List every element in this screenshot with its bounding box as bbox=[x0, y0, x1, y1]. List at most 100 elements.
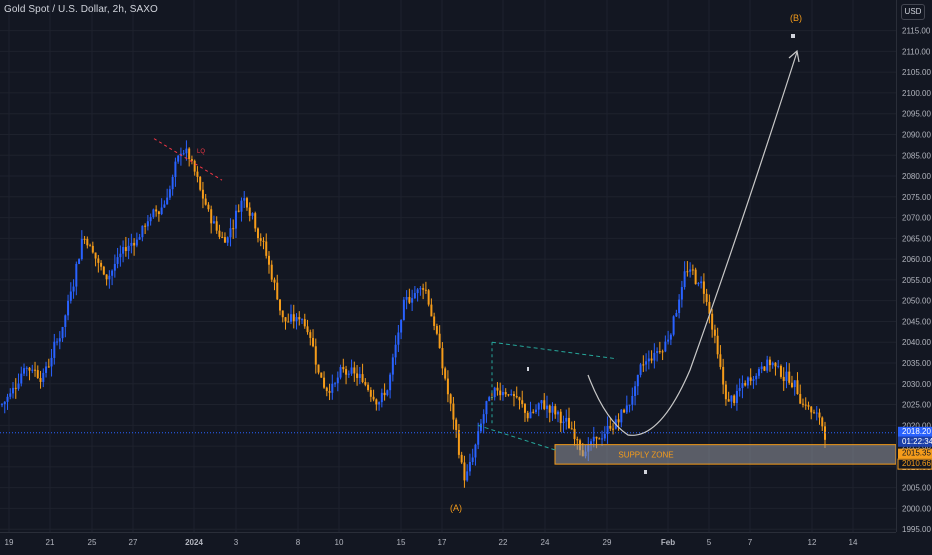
candle-body bbox=[229, 228, 232, 238]
candle-body bbox=[34, 369, 37, 371]
candle-body bbox=[446, 378, 449, 395]
candle-body bbox=[419, 288, 422, 290]
candle-body bbox=[358, 374, 361, 378]
candle-body bbox=[576, 439, 579, 441]
candle-body bbox=[642, 364, 645, 366]
candle-body bbox=[386, 390, 389, 396]
candle-body bbox=[810, 406, 813, 413]
candle-body bbox=[540, 400, 543, 404]
zone-marker bbox=[644, 470, 647, 474]
supply-zone bbox=[554, 444, 897, 465]
candle-body bbox=[755, 375, 758, 380]
candle-body bbox=[634, 386, 637, 396]
candle-body bbox=[166, 197, 169, 205]
candle-body bbox=[746, 377, 749, 386]
time-tick-label: 8 bbox=[296, 538, 301, 547]
candle-body bbox=[455, 419, 458, 431]
candle-body bbox=[529, 411, 532, 419]
candle-body bbox=[804, 404, 807, 406]
candle-body bbox=[713, 329, 716, 336]
candle-body bbox=[468, 461, 471, 472]
drawings: SUPPLY ZONE LQ (B) (A) bbox=[0, 13, 897, 513]
time-tick-label: 27 bbox=[129, 538, 138, 547]
candle-body bbox=[796, 380, 799, 395]
zone-bottom-tag-bg bbox=[897, 458, 932, 470]
candle-body bbox=[526, 412, 529, 419]
price-tick-label: 1995.00 bbox=[902, 525, 931, 534]
time-tick-label: 22 bbox=[499, 538, 508, 547]
candle-body bbox=[617, 419, 620, 423]
candle-body bbox=[28, 367, 31, 371]
candle-body bbox=[620, 409, 623, 423]
candle-body bbox=[67, 300, 70, 316]
candle-body bbox=[314, 346, 317, 365]
price-tick-label: 2085.00 bbox=[902, 151, 931, 160]
candle-body bbox=[86, 238, 89, 246]
candle-body bbox=[479, 423, 482, 432]
candle-body bbox=[639, 364, 642, 375]
price-tick-label: 2020.00 bbox=[902, 421, 931, 430]
time-tick-label: 15 bbox=[397, 538, 406, 547]
last-price-tag-bg bbox=[898, 426, 932, 437]
price-tick-label: 2050.00 bbox=[902, 297, 931, 306]
currency-button[interactable]: USD bbox=[901, 4, 925, 20]
candle-body bbox=[645, 361, 648, 365]
candle-body bbox=[559, 411, 562, 424]
candle-body bbox=[463, 462, 466, 481]
candle-body bbox=[647, 358, 650, 362]
candle-body bbox=[380, 392, 383, 403]
candle-body bbox=[518, 397, 521, 401]
candle-body bbox=[389, 374, 392, 391]
time-tick-label: 7 bbox=[748, 538, 753, 547]
price-tick-label: 2000.00 bbox=[902, 504, 931, 513]
candle-body bbox=[102, 266, 105, 275]
candle-body bbox=[691, 269, 694, 271]
candle-body bbox=[499, 390, 502, 396]
candle-body bbox=[262, 240, 265, 242]
candle-body bbox=[204, 198, 207, 205]
candle-body bbox=[595, 436, 598, 439]
candle-body bbox=[606, 425, 609, 434]
candle-body bbox=[477, 431, 480, 445]
candle-body bbox=[433, 316, 436, 326]
candle-body bbox=[9, 393, 12, 397]
candle-body bbox=[383, 392, 386, 396]
last-price-tag-text: 2018.20 bbox=[902, 427, 931, 436]
candle-body bbox=[36, 370, 39, 379]
time-tick-label: 2024 bbox=[185, 538, 203, 547]
candle-body bbox=[160, 207, 163, 215]
candle-body bbox=[438, 333, 441, 349]
candle-body bbox=[658, 351, 661, 353]
candle-body bbox=[31, 369, 34, 371]
candle-body bbox=[3, 401, 6, 405]
candle-body bbox=[135, 239, 138, 246]
candle-body bbox=[488, 397, 491, 402]
candle-body bbox=[452, 403, 455, 420]
candle-body bbox=[149, 217, 152, 222]
candle-body bbox=[342, 367, 345, 370]
last-price-tag: 2018.20 bbox=[898, 426, 932, 437]
candle-body bbox=[444, 368, 447, 379]
candle-body bbox=[565, 417, 568, 422]
candle-body bbox=[361, 374, 364, 382]
price-tick-label: 2115.00 bbox=[902, 27, 931, 36]
price-tick-label: 2095.00 bbox=[902, 110, 931, 119]
price-tick-label: 2045.00 bbox=[902, 317, 931, 326]
candle-body bbox=[378, 402, 381, 405]
candle-body bbox=[435, 325, 438, 334]
candle-body bbox=[356, 373, 359, 378]
candle-body bbox=[694, 269, 697, 285]
candle-body bbox=[14, 387, 17, 389]
price-tick-label: 2055.00 bbox=[902, 276, 931, 285]
candle-body bbox=[237, 210, 240, 212]
candle-body bbox=[545, 405, 548, 409]
candle-body bbox=[636, 374, 639, 387]
candle-body bbox=[766, 359, 769, 371]
candle-body bbox=[312, 337, 315, 347]
price-axis[interactable] bbox=[896, 0, 932, 532]
candle-body bbox=[631, 395, 634, 405]
candle-body bbox=[124, 247, 127, 251]
time-axis[interactable] bbox=[0, 532, 896, 551]
